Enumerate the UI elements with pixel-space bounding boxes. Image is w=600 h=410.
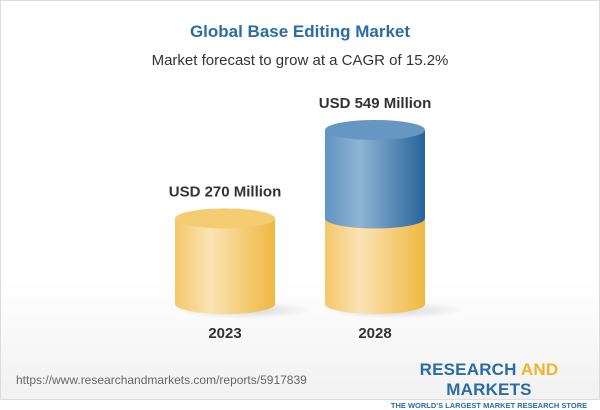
category-label: 2028 bbox=[358, 325, 391, 342]
bar-2028-growth-top bbox=[325, 119, 425, 140]
source-url[interactable]: https://www.researchandmarkets.com/repor… bbox=[16, 373, 307, 387]
bar-2023-body bbox=[175, 218, 275, 314]
research-and-markets-logo: RESEARCH AND MARKETS THE WORLD'S LARGEST… bbox=[390, 360, 588, 410]
data-label: USD 270 Million bbox=[169, 183, 282, 200]
category-label: 2023 bbox=[208, 325, 241, 342]
data-label: USD 549 Million bbox=[319, 95, 432, 112]
bar-2028-base-body bbox=[325, 218, 425, 314]
chart-subtitle: Market forecast to grow at a CAGR of 15.… bbox=[151, 52, 449, 69]
chart-title: Global Base Editing Market bbox=[189, 22, 411, 41]
chart-area: USD 270 Million 2023 USD 549 Million 2028 bbox=[169, 95, 465, 342]
bar-2028-growth-body bbox=[325, 129, 425, 229]
bar-2023-top bbox=[175, 208, 275, 229]
